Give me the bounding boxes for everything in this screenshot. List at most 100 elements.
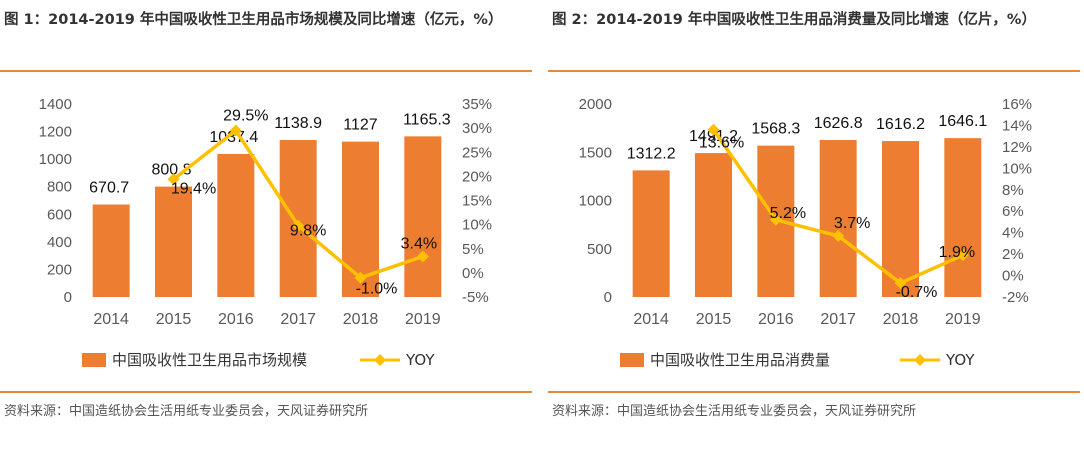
left-axis-tick-label: 0	[64, 289, 72, 306]
right-axis-tick-label: 10%	[462, 217, 492, 234]
figure-1-title: 图 1：2014-2019 年中国吸收性卫生用品市场规模及同比增速（亿元，%）	[4, 12, 503, 28]
bar	[944, 138, 982, 297]
right-axis-tick-label: 35%	[462, 96, 492, 113]
x-axis-tick-label: 2017	[280, 311, 316, 328]
legend-bar-label: 中国吸收性卫生用品消费量	[650, 351, 830, 369]
yoy-point-marker	[707, 123, 720, 136]
yoy-data-label: -1.0%	[356, 281, 398, 298]
legend-bar-swatch	[82, 353, 106, 367]
left-axis-tick-label: 1500	[579, 144, 612, 161]
right-axis-tick-label: 0%	[462, 265, 484, 282]
yoy-data-label: 13.6%	[699, 135, 744, 152]
x-axis-tick-label: 2017	[820, 311, 856, 328]
bar	[404, 136, 442, 297]
left-axis-tick-label: 1000	[579, 193, 612, 210]
x-axis-tick-label: 2016	[758, 311, 794, 328]
right-axis-tick-label: 14%	[1002, 117, 1032, 134]
figure-2-source-rule	[548, 391, 1080, 393]
right-axis-tick-label: 12%	[1002, 139, 1032, 156]
left-axis-tick-label: 2000	[579, 96, 612, 113]
legend-line-marker	[914, 354, 926, 366]
legend-line-label: YOY	[405, 351, 435, 369]
figure-2-source: 资料来源：中国造纸协会生活用纸专业委员会，天风证券研究所	[552, 404, 917, 419]
yoy-point-marker	[956, 249, 969, 262]
bar	[92, 204, 130, 297]
bar	[155, 186, 192, 297]
bar	[819, 140, 857, 297]
x-axis-tick-label: 2019	[945, 311, 981, 328]
right-axis-tick-label: 25%	[462, 144, 492, 161]
figure-1-title-rule	[0, 70, 532, 72]
yoy-point-marker	[354, 271, 367, 284]
yoy-point-marker	[292, 219, 305, 232]
bar	[217, 153, 255, 297]
bar-data-label: 1127	[343, 117, 378, 134]
yoy-point-marker	[832, 229, 845, 242]
left-axis-tick-label: 1200	[39, 124, 72, 141]
right-axis-tick-label: 20%	[462, 168, 492, 185]
legend-line-marker	[374, 354, 386, 366]
right-axis-tick-label: 8%	[1002, 182, 1024, 199]
x-axis-tick-label: 2015	[156, 311, 192, 328]
bar-data-label: 1616.2	[876, 116, 925, 133]
bar-data-label: 1138.9	[274, 115, 322, 132]
yoy-point-marker	[229, 124, 242, 137]
left-axis-tick-label: 500	[587, 241, 612, 258]
figure-1-chart: 0 200 400 600 800 1000 1200 1400 -5% 0% 5% 10% 15% 20…	[39, 96, 492, 369]
yoy-point-marker	[894, 277, 907, 290]
left-axis-tick-label: 800	[47, 179, 72, 196]
yoy-data-label: 19.4%	[171, 180, 216, 197]
yoy-data-label: 3.4%	[401, 235, 437, 252]
figure-2-panel: 图 2：2014-2019 年中国吸收性卫生用品消费量及同比增速（亿片，%） 0…	[548, 0, 1080, 469]
right-axis-tick-label: 6%	[1002, 203, 1024, 220]
legend-bar-label: 中国吸收性卫生用品市场规模	[112, 351, 307, 369]
yoy-point-marker	[769, 213, 782, 226]
bar-data-label: 1165.3	[403, 111, 451, 128]
figure-2-title: 图 2：2014-2019 年中国吸收性卫生用品消费量及同比增速（亿片，%）	[552, 12, 1036, 28]
right-axis-tick-label: 4%	[1002, 225, 1024, 242]
left-axis-tick-label: 1000	[39, 151, 72, 168]
bar	[632, 170, 670, 297]
bar-data-label: 1626.8	[814, 115, 863, 132]
x-axis-tick-label: 2019	[405, 311, 441, 328]
left-axis-tick-label: 600	[47, 206, 72, 223]
yoy-data-label: 29.5%	[223, 108, 268, 125]
x-axis-tick-label: 2018	[883, 311, 919, 328]
bar-data-label: 1568.3	[751, 121, 800, 138]
bar-data-label: 670.7	[89, 180, 129, 197]
legend-line-label: YOY	[945, 351, 975, 369]
figure-1-source-rule	[0, 391, 532, 393]
left-axis-tick-label: 200	[47, 261, 72, 278]
yoy-data-label: 1.9%	[939, 244, 975, 261]
bar-data-label: 1646.1	[938, 113, 987, 130]
yoy-point-marker	[167, 173, 180, 186]
x-axis-tick-label: 2014	[633, 311, 669, 328]
bar	[695, 153, 732, 297]
x-axis-tick-label: 2016	[218, 311, 254, 328]
bar	[279, 139, 317, 297]
bar-data-label: 1491.2	[689, 128, 738, 145]
right-axis-tick-label: 30%	[462, 120, 492, 137]
legend-bar-swatch	[620, 353, 644, 367]
yoy-point-marker	[416, 250, 429, 263]
right-axis-tick-label: 10%	[1002, 160, 1032, 177]
right-axis-tick-label: 16%	[1002, 96, 1032, 113]
left-axis-tick-label: 0	[604, 289, 612, 306]
bar	[882, 141, 919, 297]
x-axis-tick-label: 2015	[696, 311, 732, 328]
left-axis-tick-label: 400	[47, 234, 72, 251]
right-axis-tick-label: -5%	[462, 289, 489, 306]
yoy-data-label: 3.7%	[834, 215, 870, 232]
figure-2-chart: 0 500 1000 1500 2000 -2% 0% 2% 4% 6% 8% 10% 12% 14% 16…	[579, 96, 1032, 369]
right-axis-tick-label: 15%	[462, 193, 492, 210]
right-axis-tick-label: 5%	[462, 241, 484, 258]
yoy-data-label: 5.2%	[770, 205, 806, 222]
bar	[342, 141, 379, 297]
x-axis-tick-label: 2018	[343, 311, 379, 328]
figure-2-title-rule	[548, 70, 1080, 72]
right-axis-tick-label: 2%	[1002, 246, 1024, 263]
x-axis-tick-label: 2014	[93, 311, 129, 328]
figure-1-panel: 图 1：2014-2019 年中国吸收性卫生用品市场规模及同比增速（亿元，%） …	[0, 0, 532, 469]
yoy-data-label: -0.7%	[896, 284, 938, 301]
right-axis-tick-label: 0%	[1002, 268, 1024, 285]
